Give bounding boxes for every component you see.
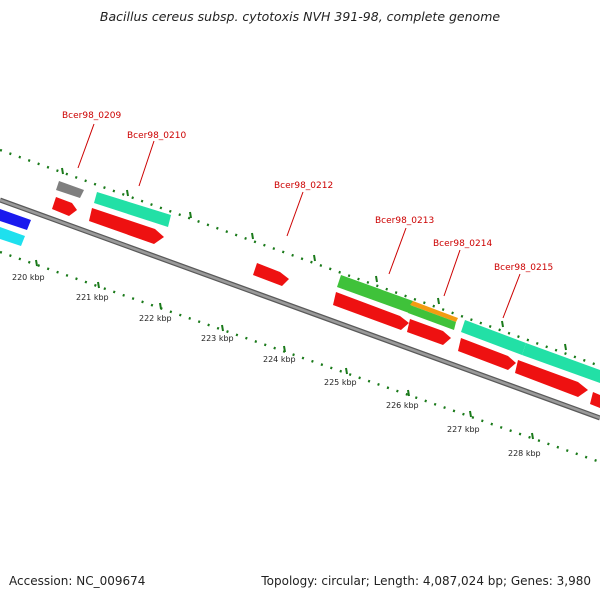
outer-major-tick [501, 320, 504, 328]
cds-arrow[interactable] [590, 392, 600, 408]
outer-major-tick [189, 211, 192, 219]
cds-arrow[interactable] [458, 338, 516, 370]
gene-feature-teal-2[interactable] [461, 320, 526, 355]
inner-tick-ring [0, 250, 600, 464]
genome-backbone [0, 197, 600, 421]
gene-labels: Bcer98_0209 Bcer98_0210 Bcer98_0212 Bcer… [62, 111, 553, 273]
inner-major-tick [531, 432, 534, 440]
kbp-label: 224 kbp [263, 355, 296, 364]
cds-arrow[interactable] [333, 292, 409, 330]
kbp-label: 221 kbp [76, 293, 109, 302]
kbp-label: 222 kbp [139, 314, 172, 323]
label-leaders [77, 123, 521, 319]
outer-major-ticks [61, 167, 567, 351]
inner-major-tick [35, 259, 38, 267]
inner-minor-ticks [0, 250, 600, 464]
outer-major-tick [564, 343, 567, 351]
gene-label[interactable]: Bcer98_0210 [127, 131, 186, 141]
inner-major-ticks [35, 259, 534, 440]
gene-feature-green-2[interactable] [408, 305, 456, 330]
kbp-label: 225 kbp [324, 378, 357, 387]
outer-major-tick [375, 275, 378, 283]
outer-major-tick [437, 297, 440, 305]
backbone-core [0, 198, 600, 420]
gene-feature-green[interactable] [337, 275, 413, 313]
leader-line [443, 249, 461, 297]
cds-arrow[interactable] [253, 263, 289, 286]
outer-major-tick [313, 254, 316, 262]
inner-major-tick [221, 324, 224, 332]
leader-line [77, 123, 95, 169]
inner-major-tick [469, 410, 472, 418]
genome-stats-text: Topology: circular; Length: 4,087,024 bp… [261, 574, 591, 588]
leader-line [388, 227, 407, 275]
gene-label[interactable]: Bcer98_0214 [433, 239, 492, 249]
inner-major-tick [345, 367, 348, 375]
cds-arrow[interactable] [515, 360, 588, 397]
outer-major-tick [126, 189, 129, 197]
leader-line [502, 273, 521, 319]
gene-label[interactable]: Bcer98_0213 [375, 216, 434, 226]
gene-label[interactable]: Bcer98_0215 [494, 263, 553, 273]
features-outer [0, 181, 600, 383]
cds-arrow[interactable] [52, 197, 77, 216]
gene-feature-teal-3[interactable] [522, 343, 600, 383]
leader-line [138, 140, 155, 187]
gene-feature-orange[interactable] [410, 301, 458, 322]
kbp-label: 226 kbp [386, 401, 419, 410]
cds-arrow[interactable] [89, 208, 164, 244]
gene-feature-cyan[interactable] [0, 227, 25, 246]
gene-feature-blue[interactable] [0, 209, 31, 230]
outer-tick-ring [0, 148, 600, 368]
cds-arrow[interactable] [407, 319, 451, 345]
inner-major-tick [159, 302, 162, 310]
cds-track [52, 197, 600, 408]
kbp-labels: 220 kbp 221 kbp 222 kbp 223 kbp 224 kbp … [12, 273, 541, 458]
leader-line [286, 191, 304, 237]
inner-major-tick [97, 281, 100, 289]
gene-feature-gray[interactable] [56, 181, 84, 198]
kbp-label: 223 kbp [201, 334, 234, 343]
inner-major-tick [283, 345, 286, 353]
inner-major-tick [407, 389, 410, 397]
kbp-label: 220 kbp [12, 273, 45, 282]
outer-minor-ticks [0, 148, 600, 368]
kbp-label: 227 kbp [447, 425, 480, 434]
outer-major-tick [251, 232, 254, 240]
gene-label[interactable]: Bcer98_0209 [62, 111, 121, 121]
gene-label[interactable]: Bcer98_0212 [274, 181, 333, 191]
gene-feature-teal[interactable] [94, 192, 171, 227]
map-title: Bacillus cereus subsp. cytotoxis NVH 391… [99, 9, 501, 24]
outer-major-tick [61, 167, 64, 175]
kbp-label: 228 kbp [508, 449, 541, 458]
accession-text: Accession: NC_009674 [9, 574, 146, 588]
